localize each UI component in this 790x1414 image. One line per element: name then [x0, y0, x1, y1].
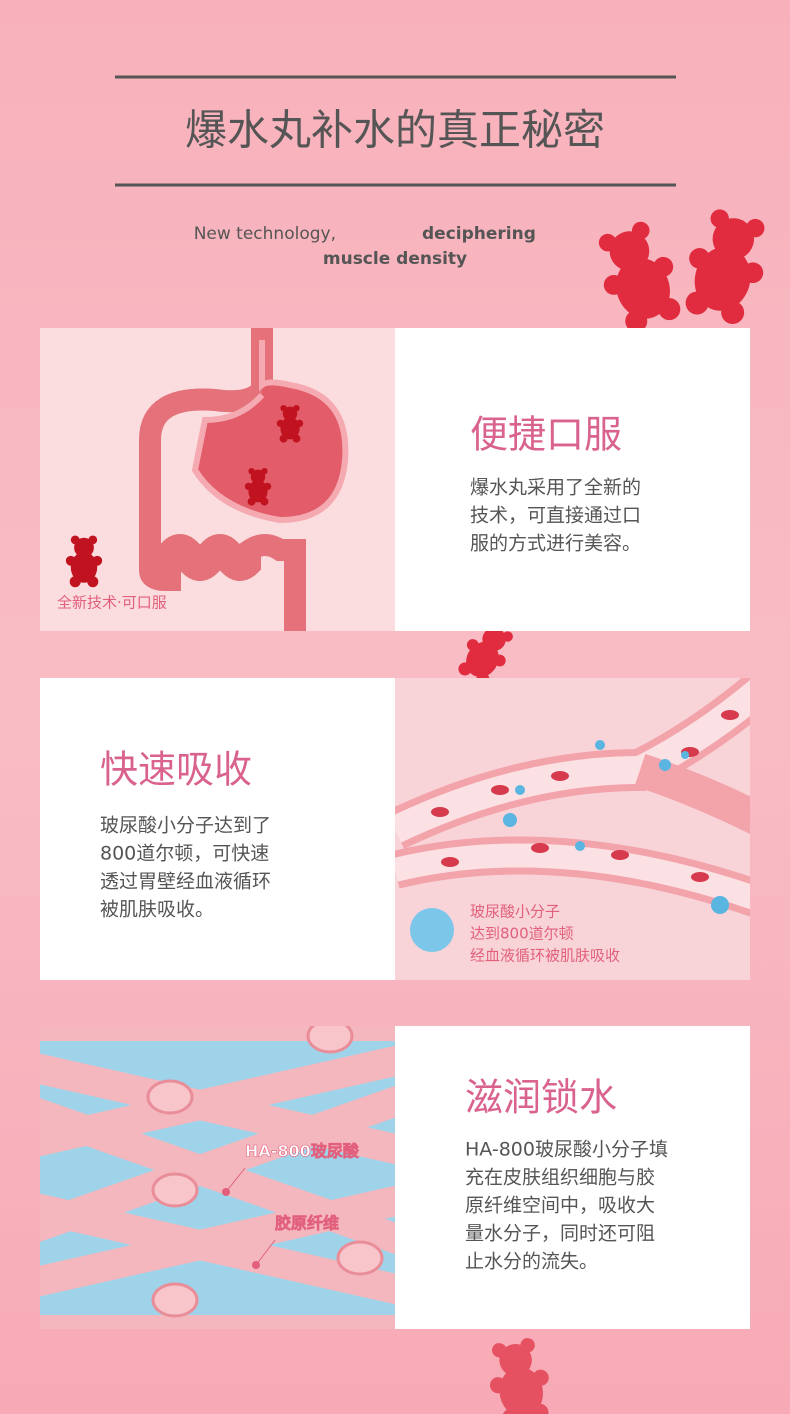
label: 胶原纤维: [275, 1214, 339, 1233]
subtitle: deciphering: [422, 224, 536, 244]
subtitle: muscle density: [323, 249, 467, 269]
caption: 全新技术·可口服: [57, 594, 167, 612]
body-text: 量水分子，同时还可阻: [465, 1223, 655, 1245]
label: HA-800玻尿酸: [245, 1142, 360, 1161]
section-title: 滋润锁水: [465, 1076, 617, 1120]
caption: 达到800道尔顿: [470, 925, 574, 943]
vessels: [395, 678, 750, 952]
body-text: 800道尔顿，可快速: [100, 843, 269, 865]
section-title: 快速吸收: [100, 748, 252, 792]
body-text: 服的方式进行美容。: [470, 533, 641, 555]
body-text: 充在皮肤组织细胞与胶: [465, 1167, 655, 1189]
body-text: 爆水丸采用了全新的: [470, 477, 641, 499]
title: 爆水丸补水的真正秘密: [185, 106, 605, 155]
body-text: 透过胃壁经血液循环: [100, 871, 271, 893]
stomach: [65, 328, 349, 631]
body-text: 原纤维空间中，吸收大: [465, 1195, 655, 1217]
caption: 玻尿酸小分子: [470, 903, 560, 921]
section-title: 便捷口服: [470, 413, 622, 457]
subtitle: New technology,: [194, 224, 336, 244]
body-text: 止水分的流失。: [465, 1251, 598, 1273]
body-text: 技术，可直接通过口: [470, 505, 641, 527]
tissue: [40, 1026, 395, 1329]
body-text: 玻尿酸小分子达到了: [100, 815, 271, 837]
caption: 经血液循环被肌肤吸收: [470, 947, 620, 965]
body-text: 被肌肤吸收。: [100, 899, 214, 921]
body-text: HA-800玻尿酸小分子填: [465, 1139, 668, 1161]
